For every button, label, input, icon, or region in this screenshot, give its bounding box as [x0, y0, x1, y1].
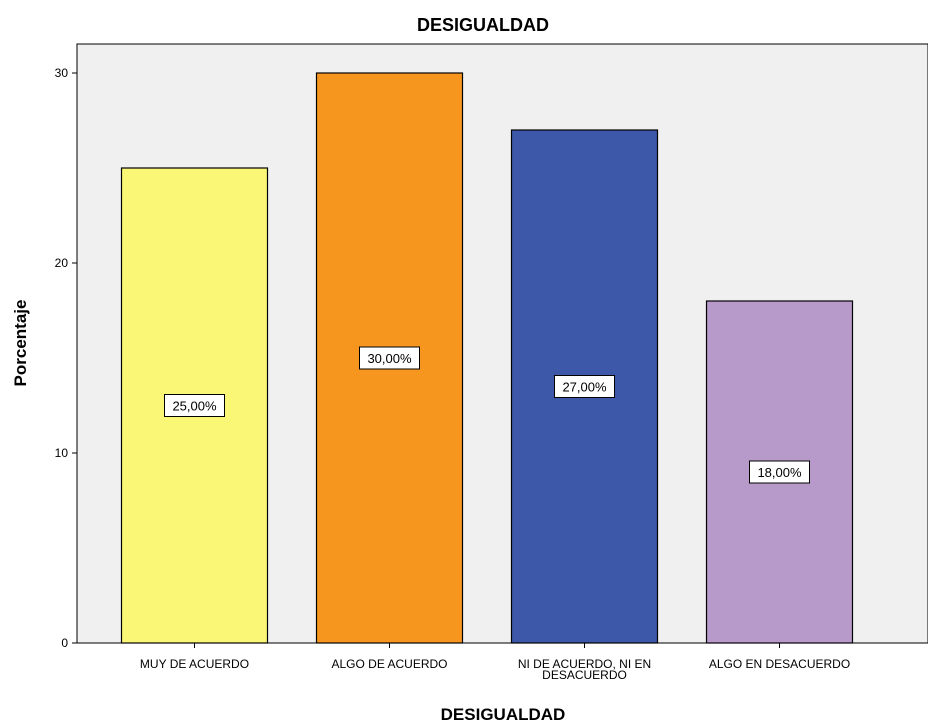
y-tick-label: 20 — [55, 256, 69, 270]
data-label-box — [749, 460, 810, 484]
data-label: 30,00% — [359, 346, 420, 370]
y-tick-label: 0 — [61, 636, 68, 650]
x-tick-label: MUY DE ACUERDO — [140, 657, 249, 671]
data-label-box — [554, 375, 615, 398]
x-tick-label: ALGO EN DESACUERDO — [709, 657, 850, 671]
data-label: 18,00% — [749, 460, 810, 484]
x-axis-title: DESIGUALDAD — [441, 705, 566, 724]
chart-title: DESIGUALDAD — [417, 15, 549, 35]
y-tick-label: 30 — [55, 66, 69, 80]
x-axis: MUY DE ACUERDO ALGO DE ACUERDO NI DE ACUER… — [140, 643, 850, 682]
x-tick-label: NI DE ACUERDO, NI EN — [518, 657, 651, 671]
data-label: 27,00% — [554, 375, 615, 398]
y-axis-title: Porcentaje — [11, 300, 30, 387]
y-axis: 0 10 20 30 — [55, 66, 77, 650]
x-tick-label: DESACUERDO — [542, 668, 627, 682]
data-labels: 25,00% 30,00% 27,00% 18,00% — [164, 346, 810, 484]
data-label-text: 18,00% — [757, 465, 802, 480]
data-label-box — [164, 394, 225, 417]
y-tick-label: 10 — [55, 446, 69, 460]
data-label-box — [359, 346, 420, 370]
data-label-text: 25,00% — [172, 399, 217, 414]
x-tick-label: ALGO DE ACUERDO — [331, 657, 447, 671]
data-label: 25,00% — [164, 394, 225, 417]
data-label-text: 30,00% — [367, 351, 412, 366]
data-label-text: 27,00% — [562, 380, 607, 395]
